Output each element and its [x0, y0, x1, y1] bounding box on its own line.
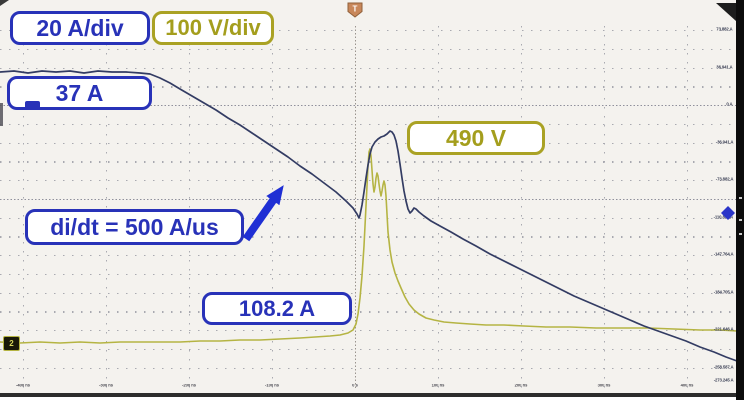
gridline-vertical — [272, 26, 274, 390]
reverse-current-text: 108.2 A — [238, 295, 316, 321]
left-edge-marker — [0, 103, 3, 126]
gridline-horizontal — [0, 367, 736, 369]
trigger-position-icon — [347, 2, 363, 18]
gridline-vertical — [23, 26, 25, 390]
top-right-corner-flag — [716, 3, 736, 21]
gridline-horizontal — [0, 236, 736, 238]
time-axis-tick-label: 400 ns — [680, 384, 694, 389]
gridline-vertical — [521, 26, 523, 390]
y-axis-tick-label: 73.882 A — [716, 27, 733, 33]
y-axis-tick-label: -147.764 A — [713, 252, 733, 258]
current-scale-callout: 20 A/div — [10, 11, 150, 45]
gridline-horizontal — [0, 255, 736, 257]
didt-callout: di/dt = 500 A/us — [25, 209, 244, 245]
time-axis-tick-label: -100 ns — [264, 384, 280, 389]
gridline-horizontal — [0, 198, 736, 201]
time-axis-tick-label: 200 ns — [514, 384, 528, 389]
channel2-badge-text: 2 — [9, 339, 14, 348]
top-left-corner-mark — [0, 0, 9, 6]
gridline-horizontal — [0, 123, 736, 126]
gridline-horizontal — [0, 330, 736, 332]
channel1-level-diamond-icon — [721, 206, 735, 220]
sidebar-tick — [739, 197, 742, 199]
peak-voltage-callout: 490 V — [407, 121, 545, 155]
voltage-scale-callout: 100 V/div — [152, 11, 274, 45]
gridline-horizontal — [0, 217, 736, 219]
gridline-vertical — [687, 26, 689, 390]
time-axis-tick-label: -200 ns — [181, 384, 197, 389]
y-axis-tick-label: -110.823 A — [713, 215, 733, 220]
peak-voltage-text: 490 V — [445, 124, 507, 151]
right-sidebar — [736, 0, 744, 400]
y-axis-tick-label: -221.646 A — [713, 327, 733, 333]
gridline-horizontal — [0, 30, 736, 32]
y-axis-tick-label: -184.705 A — [713, 290, 733, 295]
gridline-horizontal — [0, 105, 736, 107]
gridline-horizontal — [0, 292, 736, 294]
didt-pointer-arrow-icon — [242, 185, 284, 242]
trace-current — [0, 70, 738, 362]
time-axis-tick-label: -400 ns — [15, 384, 31, 389]
gridline-vertical — [438, 26, 440, 390]
reverse-current-callout: 108.2 A — [202, 292, 352, 325]
gridline-vertical — [106, 26, 108, 390]
gridline-horizontal — [0, 348, 736, 351]
gridline-horizontal — [0, 48, 736, 51]
gridline-horizontal — [0, 273, 736, 276]
sidebar-tick — [739, 233, 742, 235]
gridline-horizontal — [0, 311, 736, 313]
y-axis-tick-label: -73.882 A — [715, 177, 733, 183]
y-axis-tick-label: 0 A — [726, 102, 733, 108]
bottom-margin — [0, 396, 736, 400]
time-axis-tick-label: 100 ns — [431, 384, 445, 389]
channel1-marker-tab — [25, 101, 40, 110]
time-axis-tick-label: 300 ns — [597, 384, 611, 389]
time-axis-tick-label: 0 s — [352, 384, 358, 389]
y-axis-tick-label: 36.941 A — [716, 65, 733, 70]
gridline-horizontal — [0, 67, 736, 69]
time-axis-tick-label: -300 ns — [98, 384, 114, 389]
y-axis-tick-label: -258.587 A — [713, 365, 733, 370]
y-axis-tick-label: -273.245 A — [713, 378, 733, 384]
voltage-scale-text: 100 V/div — [165, 15, 261, 40]
trigger-icon-letter: T — [353, 5, 358, 14]
gridline-horizontal — [0, 86, 736, 88]
current-scale-text: 20 A/div — [36, 14, 124, 41]
y-axis-tick-label: -36.941 A — [715, 140, 733, 145]
gridline-horizontal — [0, 142, 736, 144]
sidebar-tick — [739, 219, 742, 221]
gridline-vertical — [189, 26, 191, 390]
channel2-ground-badge: 2 — [3, 336, 20, 351]
bottom-border-line — [0, 393, 744, 397]
trace-voltage — [0, 148, 738, 344]
initial-current-text: 37 A — [55, 79, 104, 106]
didt-text: di/dt = 500 A/us — [50, 213, 219, 240]
gridline-vertical — [355, 26, 357, 390]
gridline-vertical — [604, 26, 606, 390]
